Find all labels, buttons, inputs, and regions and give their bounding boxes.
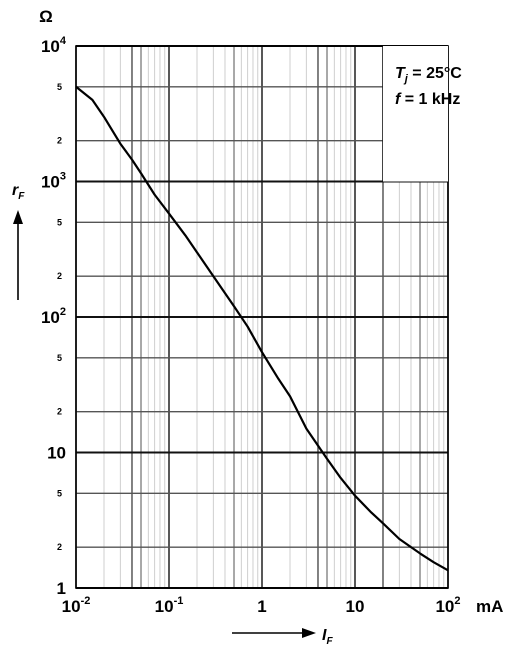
y-minor-tick-label: 5 [57, 82, 62, 92]
plot-area [75, 46, 449, 572]
y-minor-tick-label: 2 [57, 136, 62, 146]
conditions-box [382, 46, 448, 182]
x-tick-label: 10-2 [62, 595, 91, 616]
x-tick-label: 10-1 [155, 595, 184, 616]
y-axis-arrow-head [13, 210, 23, 224]
x-axis-symbol: IF [322, 627, 333, 647]
x-unit-label: mA [476, 597, 503, 616]
plot-frame [75, 45, 449, 589]
x-tick-label: 102 [435, 595, 460, 616]
y-minor-tick-label: 5 [57, 217, 62, 227]
y-unit-label: Ω [39, 7, 53, 26]
labels: Tj = 25°Cf = 1 kHz1041031021015252525210… [12, 7, 503, 647]
x-tick-label: 10 [346, 597, 365, 616]
y-tick-label: 10 [47, 444, 66, 463]
y-minor-tick-label: 5 [57, 488, 62, 498]
x-axis-arrow-head [302, 628, 316, 638]
y-tick-label: 1 [57, 579, 66, 598]
y-minor-tick-label: 2 [57, 542, 62, 552]
y-tick-label: 102 [41, 306, 66, 327]
y-tick-label: 104 [41, 35, 67, 56]
y-minor-tick-label: 2 [57, 271, 62, 281]
y-axis-symbol: rF [12, 182, 25, 202]
condition-label: Tj = 25°C [395, 65, 462, 85]
y-minor-tick-label: 2 [57, 407, 62, 417]
data-line-rf [75, 85, 449, 572]
y-minor-tick-label: 5 [57, 353, 62, 363]
condition-label: f = 1 kHz [395, 91, 460, 108]
x-tick-label: 1 [257, 597, 266, 616]
y-tick-label: 103 [41, 171, 66, 192]
